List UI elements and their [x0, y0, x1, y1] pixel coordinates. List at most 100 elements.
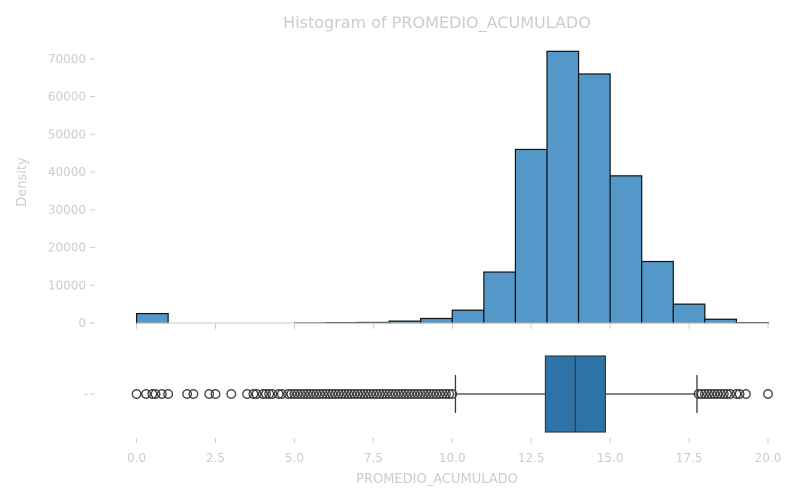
box-x-tick-label: 5.0 [285, 451, 304, 465]
hist-y-axis-label: Density [15, 157, 30, 207]
boxplot-outlier [396, 389, 407, 399]
boxplot-outlier [362, 389, 372, 399]
box-x-tick-label: 0.0 [127, 451, 146, 465]
boxplot-outlier [403, 389, 414, 399]
boxplot-outlier [314, 389, 325, 399]
boxplot-outlier [399, 389, 410, 399]
hist-bar [672, 303, 706, 324]
boxplot-outlier [188, 389, 199, 399]
boxplot-outlier [305, 389, 316, 399]
boxplot-outlier [156, 389, 167, 399]
boxplot-outlier [431, 389, 442, 399]
boxplot-outlier [412, 389, 423, 399]
boxplot-outlier [308, 389, 319, 399]
hist-x-ticks [136, 324, 769, 329]
box-x-tick-label: 17.5 [676, 451, 703, 465]
boxplot-outlier [393, 389, 404, 399]
boxplot-outlier [718, 389, 729, 399]
box-x-axis-label: PROMEDIO_ACUMULADO [356, 472, 518, 487]
boxplot-outlier [371, 389, 382, 399]
box-x-ticks: 0.0 2.5 5.0 7.5 10.0 12.5 15.0 17.5 20.0 [127, 438, 781, 465]
boxplot-outlier [374, 389, 385, 399]
boxplot-outlier [358, 389, 369, 399]
boxplot-outlier [722, 389, 732, 399]
boxplot-outlier [377, 389, 388, 399]
boxplot-outlier [346, 389, 357, 399]
boxplot-outlier [712, 389, 723, 399]
boxplot-outlier [251, 389, 262, 399]
boxplot-outlier [330, 389, 341, 399]
boxplot-outlier [248, 389, 259, 399]
hist-bar [135, 312, 169, 324]
hist-bar [641, 260, 674, 324]
hist-y-tick-label: 60000 [48, 90, 86, 104]
boxplot-outlier [731, 389, 742, 399]
boxplot-outlier [302, 389, 313, 399]
hist-y-ticks: 0 10000 20000 30000 40000 50000 60000 70000 [48, 52, 95, 330]
boxplot-outlier [131, 389, 142, 399]
boxplot-outlier [441, 389, 451, 399]
boxplot-outlier [703, 389, 713, 399]
boxplot-outlier [264, 389, 275, 399]
boxplot-outlier [311, 389, 322, 399]
boxplot-outlier [276, 389, 287, 399]
box-y-tick-label: - [84, 387, 88, 401]
histogram-plot: 0 10000 20000 30000 40000 50000 60000 70000 [48, 50, 769, 330]
hist-y-tick-label: 70000 [48, 52, 86, 66]
boxplot-outlier [327, 389, 338, 399]
boxplot-outlier [292, 389, 303, 399]
boxplot-outlier [226, 389, 237, 399]
boxplot-outlier [204, 389, 215, 399]
boxplot-outlier [210, 389, 221, 399]
boxplot-outlier [384, 389, 395, 399]
box-x-tick-label: 10.0 [439, 451, 466, 465]
box-x-tick-label: 2.5 [206, 451, 225, 465]
hist-y-tick-label: 0 [78, 316, 86, 330]
boxplot-outlier [343, 389, 354, 399]
boxplot-outlier [333, 389, 344, 399]
boxplot-outlier [390, 389, 401, 399]
boxplot-body [454, 355, 698, 433]
boxplot-outlier [147, 389, 158, 399]
boxplot-outlier [321, 389, 331, 399]
box-x-tick-label: 7.5 [364, 451, 383, 465]
boxplot-outlier [242, 389, 253, 399]
boxplot-plot: - 0.0 2.5 5.0 7.5 10.0 12.5 15.0 17.5 20.0 [84, 355, 781, 465]
hist-y-tick-label: 50000 [48, 127, 86, 141]
hist-bar [704, 318, 738, 324]
boxplot-outlier [425, 389, 436, 399]
boxplot-outlier [418, 389, 429, 399]
hist-bar [483, 271, 517, 324]
box-x-tick-label: 20.0 [755, 451, 782, 465]
boxplot-outlier [141, 389, 151, 399]
boxplot-outlier [295, 389, 306, 399]
boxplot-outlier [763, 389, 773, 399]
boxplot-outlier [422, 389, 432, 399]
boxplot-outlier [699, 389, 710, 399]
boxplot-outlier [257, 389, 268, 399]
boxplot-outlier [283, 389, 294, 399]
hist-y-tick-label: 30000 [48, 203, 86, 217]
boxplot-outlier [715, 389, 726, 399]
hist-y-tick-label: 20000 [48, 241, 86, 255]
hist-bars [135, 50, 769, 324]
boxplot-outlier [355, 389, 366, 399]
boxplot-outlier [428, 389, 439, 399]
boxplot-outlier [273, 389, 284, 399]
boxplot-outliers [131, 389, 773, 399]
boxplot-outlier [150, 389, 161, 399]
boxplot-outlier [437, 389, 448, 399]
boxplot-outlier [381, 389, 391, 399]
boxplot-outlier [324, 389, 335, 399]
hist-y-tick-label: 40000 [48, 165, 86, 179]
boxplot-outlier [349, 389, 360, 399]
boxplot-outlier [317, 389, 328, 399]
boxplot-outlier [409, 389, 420, 399]
boxplot-outlier [182, 389, 193, 399]
hist-bar [546, 50, 580, 324]
hist-bar [420, 317, 453, 324]
boxplot-outlier [261, 389, 271, 399]
boxplot-outlier [709, 389, 720, 399]
boxplot-outlier [406, 389, 417, 399]
